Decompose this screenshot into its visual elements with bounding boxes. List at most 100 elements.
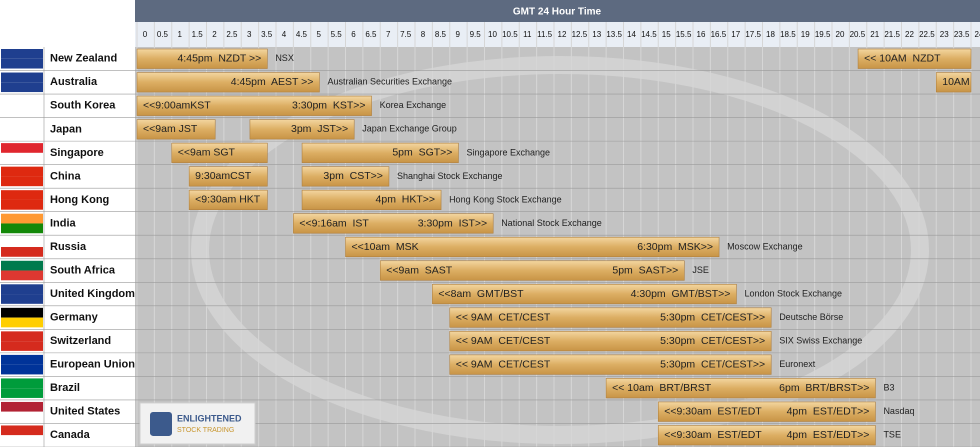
exchange-label: Australian Securities Exchange: [327, 77, 452, 87]
x-tick-label: 6.5: [365, 30, 377, 39]
exchange-label: Japan Exchange Group: [362, 124, 457, 134]
exchange-label: Shanghai Stock Exchange: [397, 171, 503, 181]
session-bar: [136, 119, 216, 140]
x-tick-label: 8.5: [435, 30, 447, 39]
session-bar: [301, 166, 390, 187]
flag: [1, 58, 43, 69]
flag: [1, 213, 43, 224]
exchange-label: TSE: [883, 430, 901, 440]
x-tick-label: 22.5: [919, 30, 935, 39]
flag: [1, 388, 43, 398]
exchange-label: London Stock Exchange: [744, 288, 842, 298]
close-label: 6:30pm MSK>>: [637, 241, 713, 253]
x-tick-label: 23: [940, 30, 949, 39]
x-tick-label: 13.5: [606, 30, 622, 39]
header-bar: [135, 0, 980, 22]
session-bar: [188, 189, 268, 211]
x-tick-label: 20.5: [850, 30, 866, 39]
x-tick-label: 5.5: [331, 30, 343, 39]
flag: [1, 176, 43, 187]
exchange-label: SIX Swiss Exchange: [779, 335, 862, 345]
exchange-label: Moscow Exchange: [727, 241, 803, 251]
country-name: Hong Kong: [50, 194, 109, 206]
flag: [1, 166, 43, 177]
x-tick-label: 0: [143, 30, 148, 39]
country-name: European Union: [50, 359, 135, 371]
session-bar: [449, 331, 772, 352]
session-bar: [136, 72, 320, 93]
flag: [1, 284, 43, 295]
session-bar: [293, 213, 494, 234]
flag: [1, 411, 43, 422]
x-tick-label: 22: [905, 30, 914, 39]
flag: [1, 105, 43, 116]
open-label: <<10am MSK: [352, 241, 419, 253]
session-bar: [657, 401, 876, 422]
layer: 0 0.5 1 1.5 2 2.5 3 3.5 4 4.5 5 5.5 6 6.5 7 7.5 8 8.5 9 9.5…: [0, 22, 980, 447]
flag: [1, 129, 43, 140]
flag: [1, 270, 43, 281]
x-tick-label: 11: [523, 30, 532, 39]
open-label: <<9:16am IST: [299, 217, 369, 229]
close-label: 6pm BRT/BRST>>: [779, 382, 869, 394]
exchange-label: NSX: [275, 53, 294, 63]
flag: [1, 401, 43, 412]
x-tick-label: 2.5: [226, 30, 238, 39]
flag: [1, 331, 43, 342]
flag: [1, 354, 43, 365]
session-bar: [171, 142, 268, 163]
session-bar: [432, 283, 737, 305]
session-bar: [935, 72, 972, 93]
session-bar: [345, 236, 720, 258]
country-name: United States: [50, 406, 120, 418]
flag: [1, 119, 43, 130]
close-label: 5:30pm CET/CEST>>: [660, 311, 765, 323]
x-tick-label: 0.5: [157, 30, 169, 39]
x-tick-label: 19: [801, 30, 810, 39]
flag: [1, 190, 43, 200]
logo-text: STOCK TRADING: [177, 427, 234, 434]
x-tick-label: 12.5: [572, 30, 588, 39]
globe-watermark: [191, 56, 929, 444]
flag: [1, 317, 43, 328]
exchange-label: Singapore Exchange: [466, 147, 550, 157]
x-tick-label: 10.5: [502, 30, 518, 39]
x-tick-label: 6: [351, 30, 356, 39]
x-tick-label: 10: [488, 30, 497, 39]
session-bar: [657, 425, 876, 446]
flag: [1, 364, 43, 375]
session-bar: [379, 260, 685, 281]
close-label: 4pm EST/EDT>>: [787, 429, 870, 441]
country-name: New Zealand: [50, 53, 117, 65]
x-tick-label: 2: [212, 30, 217, 39]
x-tick-label: 16: [697, 30, 706, 39]
country-name: Japan: [50, 123, 82, 135]
x-tick-label: 1: [178, 30, 183, 39]
x-tick-label: 9: [456, 30, 461, 39]
open-label: <<9am SAST: [386, 264, 453, 276]
open-label: <<9am JST: [143, 123, 198, 135]
x-tick-label: 4: [282, 30, 287, 39]
x-tick-label: 16.5: [711, 30, 727, 39]
country-name: Russia: [50, 241, 87, 253]
close-label: 5pm SGT>>: [392, 147, 452, 159]
x-tick-label: 21.5: [884, 30, 900, 39]
country-name: South Korea: [50, 100, 116, 112]
flag: [1, 341, 43, 351]
flag: [1, 307, 43, 318]
x-tick-label: 7.5: [400, 30, 412, 39]
x-tick-label: 5: [317, 30, 322, 39]
x-tick-label: 12: [558, 30, 567, 39]
open-label: <<9am SGT: [178, 147, 236, 159]
close-label: 5:30pm CET/CEST>>: [660, 335, 765, 347]
close-label: 4:30pm GMT/BST>>: [631, 288, 731, 300]
x-tick-label: 18.5: [780, 30, 796, 39]
x-tick-label: 18: [766, 30, 775, 39]
flag: [1, 237, 43, 247]
close-label: 4pm HKT>>: [376, 194, 436, 206]
country-name: United Kingdom: [50, 288, 135, 300]
x-tick-label: 20: [836, 30, 845, 39]
flag: [1, 199, 43, 210]
open-label: <<9:30am EST/EDT: [664, 405, 762, 417]
